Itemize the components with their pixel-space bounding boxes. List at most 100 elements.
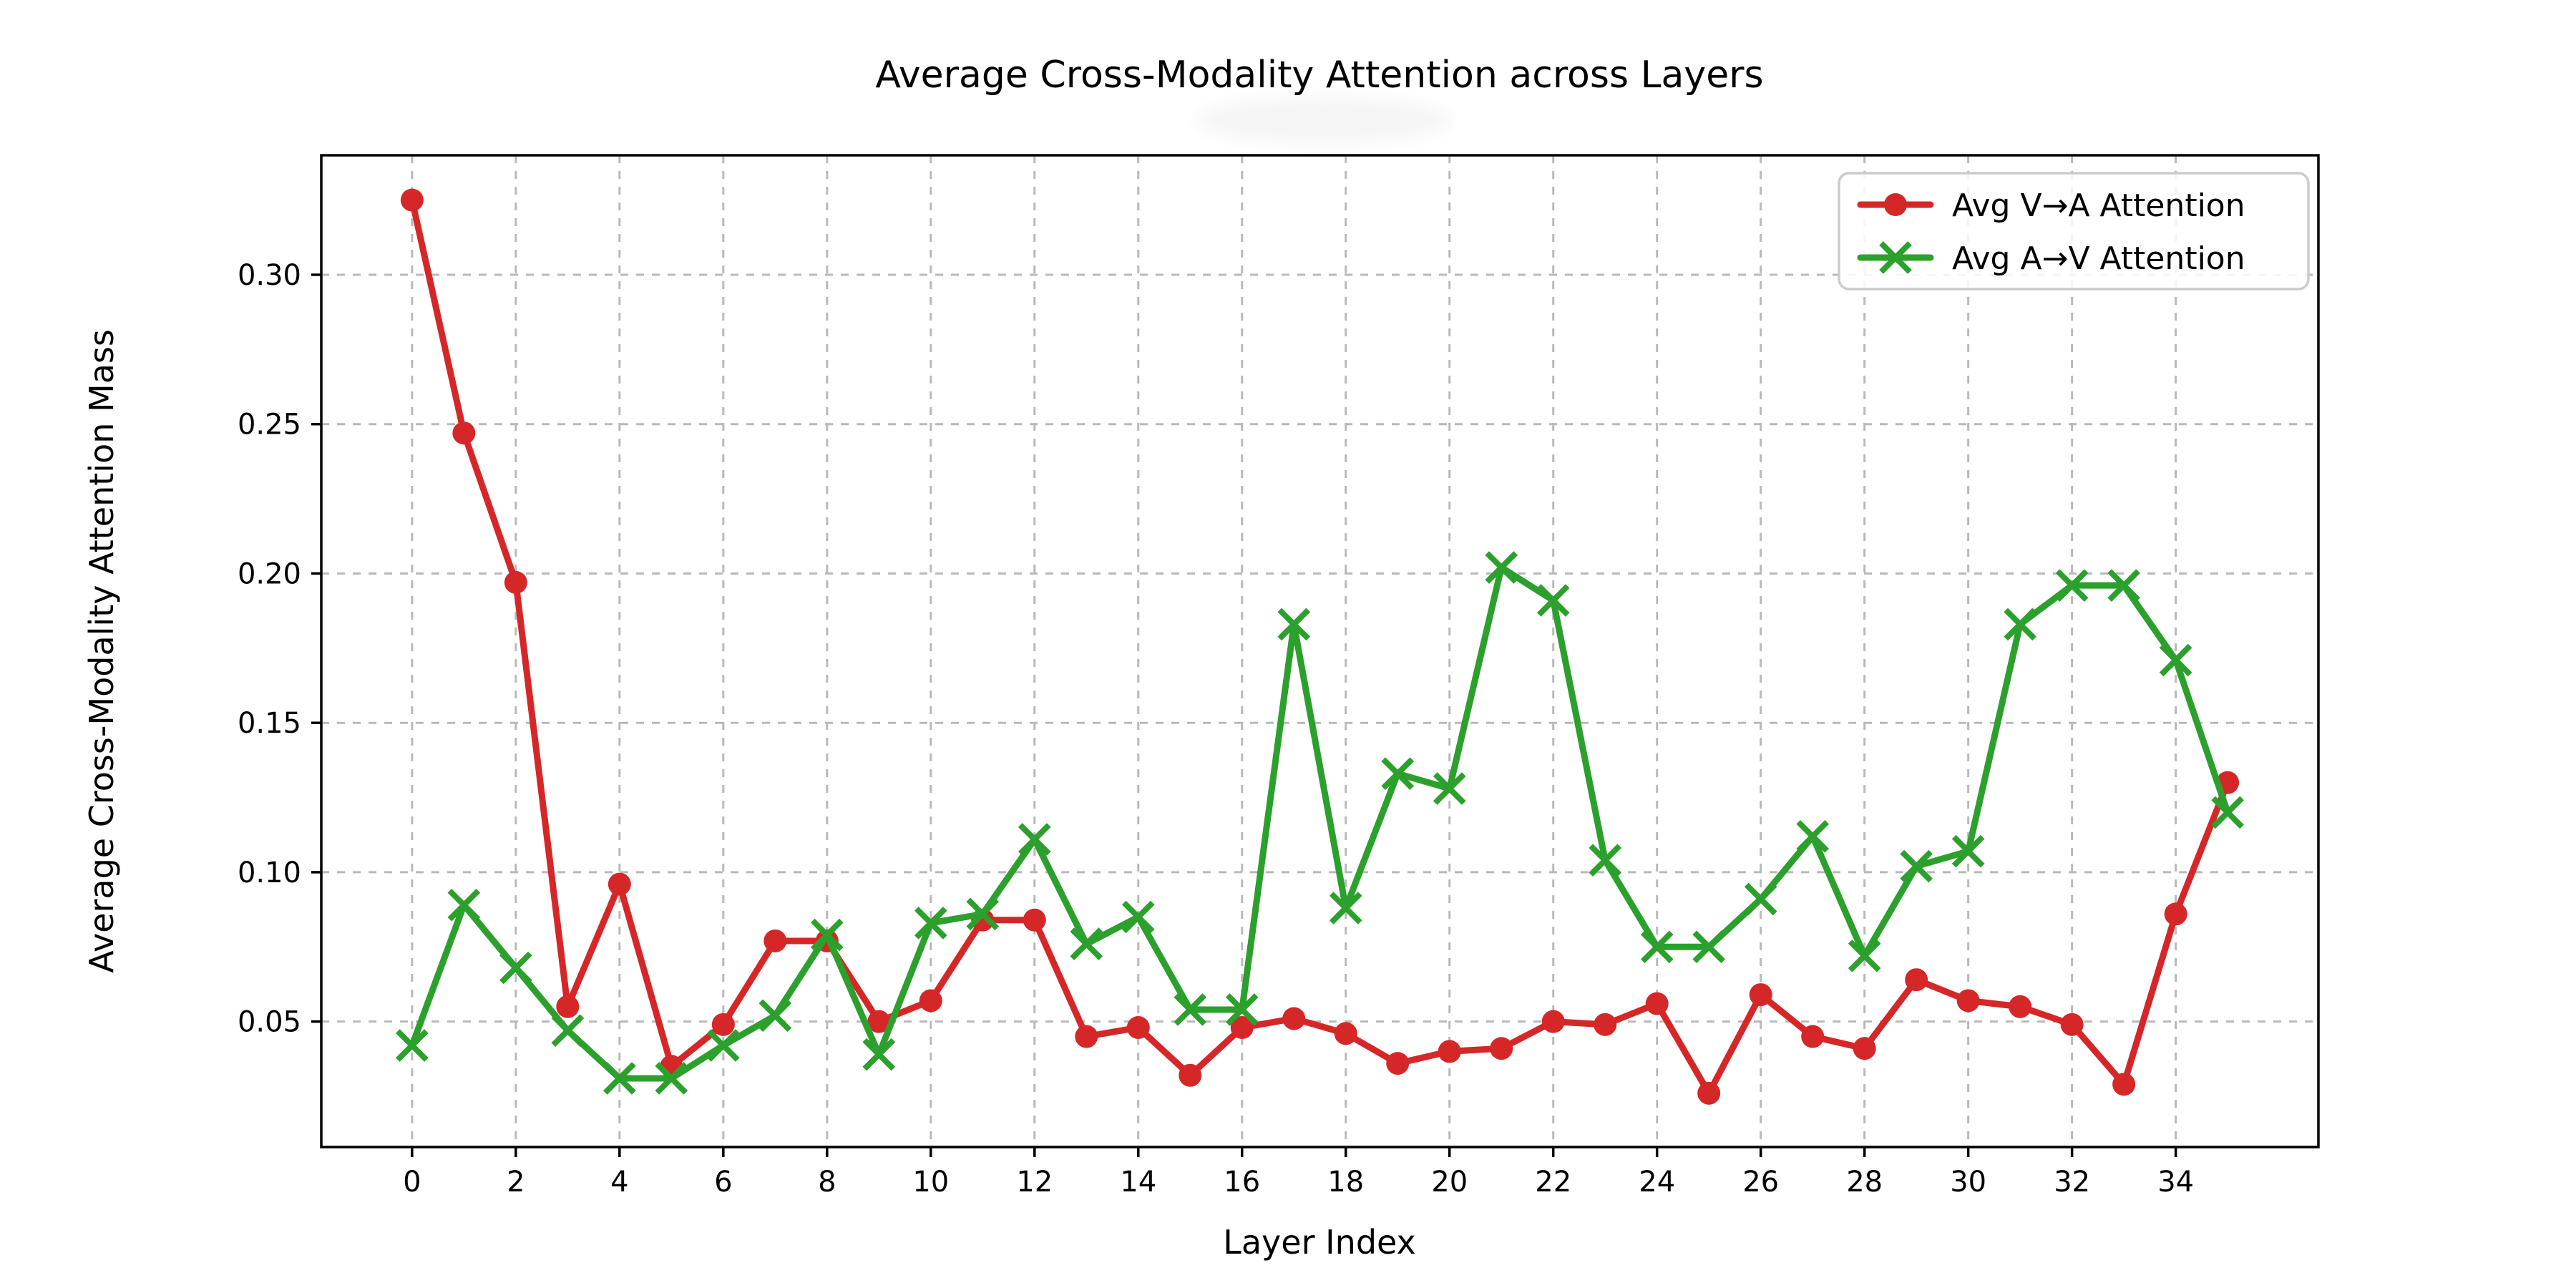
- data-point-marker: [1277, 608, 1311, 641]
- x-tick-label: 24: [1639, 1166, 1675, 1199]
- data-point-marker: [1744, 882, 1777, 916]
- x-tick-label: 32: [2054, 1166, 2090, 1199]
- data-point-marker: [1490, 1037, 1513, 1060]
- data-point-marker: [1853, 1037, 1876, 1060]
- data-point-marker: [1749, 983, 1772, 1007]
- x-tick-label: 6: [714, 1166, 732, 1199]
- data-point-marker: [1848, 939, 1881, 972]
- data-point-marker: [1329, 892, 1362, 924]
- data-point-marker: [603, 1062, 636, 1095]
- x-tick-label: 16: [1224, 1166, 1260, 1199]
- legend-label: Avg V→A Attention: [1952, 187, 2245, 224]
- data-point-marker: [551, 1014, 585, 1048]
- data-point-marker: [400, 188, 424, 212]
- data-point-marker: [2009, 995, 2032, 1018]
- data-point-marker: [919, 989, 942, 1013]
- data-point-marker: [862, 1038, 896, 1071]
- data-point-marker: [1381, 757, 1415, 790]
- data-point-marker: [1174, 993, 1207, 1026]
- x-tick-label: 4: [610, 1166, 628, 1199]
- data-point-marker: [1536, 584, 1570, 617]
- data-point-marker: [1796, 820, 1830, 853]
- data-point-marker: [1433, 772, 1466, 805]
- y-tick-label: 0.20: [238, 557, 301, 590]
- data-point-marker: [1589, 844, 1622, 877]
- axis-tick-labels: 0 2 4 6 8 10 12 14 16 18 20 22 24 26 28 30 32 340.050.100…: [238, 259, 2194, 1199]
- data-point-marker: [758, 999, 792, 1033]
- data-point-marker: [2211, 796, 2244, 829]
- data-point-marker: [1640, 930, 1674, 964]
- data-point-marker: [1121, 900, 1155, 934]
- y-axis-label: Average Cross-Modality Attention Mass: [82, 329, 121, 973]
- x-tick-label: 26: [1742, 1166, 1779, 1199]
- data-point-marker: [1018, 823, 1051, 856]
- data-point-marker: [867, 1010, 891, 1033]
- data-point-marker: [1900, 849, 1933, 883]
- data-point-marker: [1126, 1016, 1150, 1040]
- x-tick-label: 22: [1535, 1166, 1571, 1199]
- data-point-marker: [1879, 241, 1912, 274]
- legend-box: [1838, 172, 2310, 291]
- data-point-marker: [2107, 569, 2140, 602]
- data-point-marker: [914, 907, 947, 940]
- data-point-marker: [396, 1029, 429, 1062]
- legend-entry: Avg A→V Attention: [1857, 240, 2245, 277]
- y-tick-label: 0.25: [238, 409, 301, 441]
- data-point-marker: [810, 918, 844, 952]
- y-tick-label: 0.30: [238, 259, 301, 292]
- data-point-marker: [504, 570, 527, 594]
- legend-entry: Avg V→A Attention: [1857, 187, 2245, 224]
- x-tick-label: 14: [1120, 1166, 1156, 1199]
- x-tick-label: 34: [2157, 1166, 2194, 1199]
- data-point-marker: [1951, 834, 1985, 868]
- data-point-marker: [655, 1062, 688, 1095]
- data-point-marker: [1334, 1022, 1357, 1045]
- x-axis-label: Layer Index: [1223, 1223, 1416, 1262]
- data-point-marker: [1956, 989, 1980, 1013]
- plot-border: [320, 154, 2320, 1148]
- data-point-marker: [1230, 1016, 1254, 1040]
- legend-label: Avg A→V Attention: [1952, 240, 2245, 277]
- chart-title: Average Cross-Modality Attention across …: [875, 54, 1763, 97]
- data-point-marker: [1070, 927, 1103, 960]
- data-point-marker: [1485, 551, 1518, 584]
- data-point-marker: [2164, 902, 2187, 926]
- data-point-marker: [1645, 992, 1669, 1015]
- data-point-marker: [1225, 993, 1259, 1026]
- data-point-marker: [1594, 1013, 1617, 1036]
- data-point-marker: [1075, 1025, 1098, 1048]
- x-tick-label: 20: [1431, 1166, 1468, 1199]
- data-point-marker: [1179, 1063, 1202, 1087]
- y-tick-label: 0.10: [238, 857, 301, 889]
- data-point-marker: [1697, 1081, 1721, 1105]
- data-point-marker: [1905, 968, 1928, 992]
- data-point-marker: [1282, 1007, 1306, 1030]
- x-tick-label: 10: [912, 1166, 949, 1199]
- x-tick-label: 18: [1327, 1166, 1364, 1199]
- data-point-marker: [2159, 643, 2192, 677]
- title-smudge-artifact: [1195, 96, 1453, 145]
- x-tick-label: 8: [818, 1166, 836, 1199]
- axis-ticks: [311, 273, 2177, 1157]
- data-point-marker: [1884, 193, 1907, 216]
- data-point-marker: [2060, 1013, 2084, 1036]
- data-point-marker: [1386, 1052, 1410, 1075]
- y-tick-label: 0.15: [238, 707, 301, 740]
- x-tick-label: 2: [507, 1166, 525, 1199]
- data-point-marker: [447, 889, 481, 922]
- data-point-marker: [706, 1029, 740, 1062]
- x-tick-label: 12: [1016, 1166, 1053, 1199]
- data-point-marker: [1692, 930, 1726, 964]
- x-tick-label: 28: [1846, 1166, 1883, 1199]
- y-tick-label: 0.05: [238, 1006, 301, 1039]
- data-point-marker: [2055, 569, 2089, 602]
- data-point-marker: [499, 951, 532, 985]
- data-point-marker: [1541, 1010, 1565, 1033]
- x-tick-label: 0: [403, 1166, 421, 1199]
- data-point-marker: [556, 995, 580, 1018]
- data-point-marker: [1438, 1040, 1461, 1063]
- series-a-to-v: [396, 551, 2244, 1095]
- data-point-marker: [2004, 608, 2036, 641]
